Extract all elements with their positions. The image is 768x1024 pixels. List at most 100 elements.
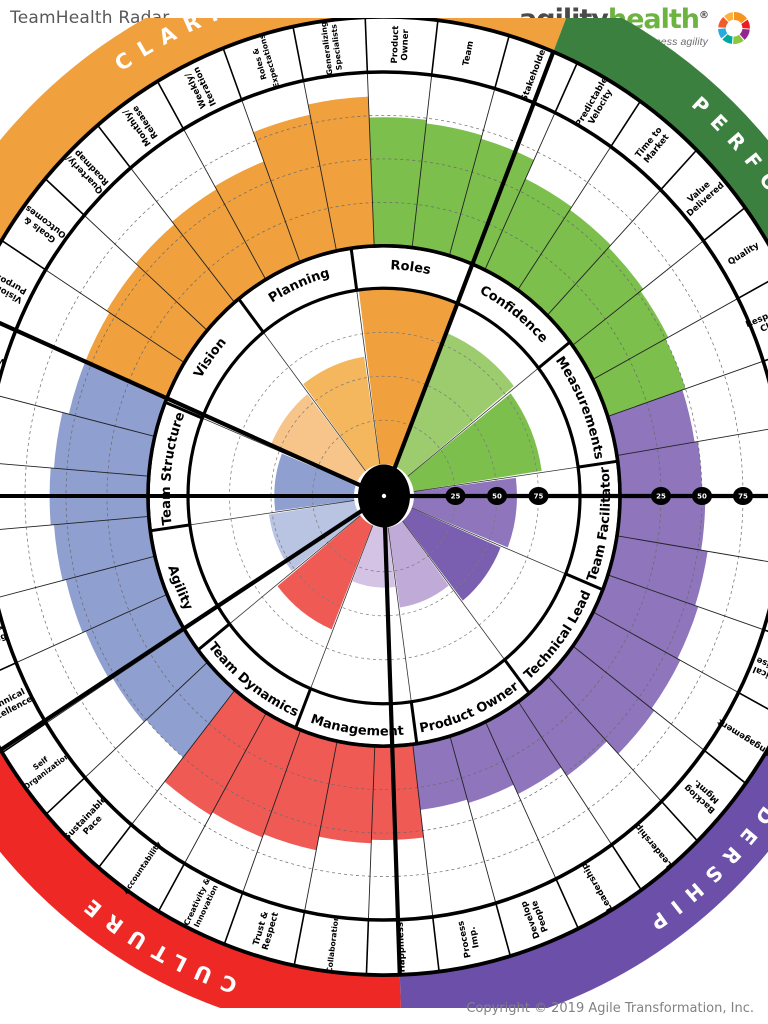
sector-divider [303, 80, 337, 252]
sector-divider [546, 189, 662, 316]
scale-tick-label: 75 [738, 493, 748, 501]
sector-divider [189, 500, 355, 526]
sector-divider [0, 395, 155, 437]
inner-value-measurements [407, 393, 542, 492]
center-dot-icon [381, 493, 387, 499]
sector-divider [411, 74, 433, 248]
outer-value-response-to-change [592, 338, 686, 417]
sector-divider [84, 661, 208, 778]
sector-divider [356, 290, 381, 465]
sector-divider [16, 593, 168, 664]
quadrant-separator [0, 320, 385, 498]
sector-divider [310, 525, 374, 689]
sector-divider [184, 712, 267, 864]
quadrant-separator [0, 494, 386, 752]
scale-tick-marker [733, 487, 753, 505]
outer-value-goals-outcomes [106, 265, 208, 363]
sector-divider [607, 360, 764, 417]
outer-value-self-organization [112, 629, 208, 723]
sector-divider [547, 675, 662, 802]
outer-value-impediment-mgmt- [616, 495, 706, 551]
sector-divider [304, 741, 338, 912]
sector-divider [484, 112, 556, 271]
sector-divider [387, 527, 412, 702]
outer-value-creativity-innovation [212, 712, 301, 838]
outer-value-vision-purpose [85, 312, 185, 399]
sector-divider [367, 745, 376, 920]
sector-divider [131, 689, 236, 826]
outer-value-accountability [164, 689, 267, 816]
sector-divider [607, 574, 764, 631]
outer-value-technical-expertise [593, 574, 699, 659]
outer-value-quarterly-roadmap [135, 224, 235, 331]
outer-value-monthly-release [172, 189, 266, 303]
outer-value-leadership [518, 676, 607, 777]
scale-tick-marker [692, 487, 712, 505]
outer-value-effective-facilitation [607, 389, 695, 456]
svg-text:Team: Team [461, 40, 476, 67]
sector-divider [517, 701, 613, 845]
quadrant-band-performance [553, 18, 768, 244]
outer-value-technical-excellence [85, 594, 185, 681]
outer-value-collaboration [318, 741, 375, 844]
sector-divider [242, 729, 302, 893]
outer-value-develop-people [449, 721, 514, 803]
outer-value-effective-meetings [53, 516, 155, 581]
outer-value-team [412, 123, 483, 256]
outer-value-stakeholder [449, 138, 534, 270]
sector-divider [412, 744, 434, 917]
outer-value-allocation-stability [53, 412, 155, 477]
inner-value-team-dynamics [277, 515, 373, 630]
sector-divider [263, 332, 366, 472]
copyright-notice: Copyright © 2019 Agile Transformation, I… [466, 1001, 754, 1016]
outer-value-predictable-velocity [484, 178, 572, 290]
outer-ring-values [49, 96, 708, 851]
scale-tick-label: 50 [492, 493, 502, 501]
teamhealth-radar-chart: CLARITYPERFORMANCELEADERSHIPCULTUREFOUND… [0, 18, 768, 1008]
svg-text:Product: Product [390, 25, 401, 63]
sector-divider [0, 516, 149, 530]
outer-ring-outer-boundary [0, 70, 768, 922]
sector-divider [229, 515, 361, 625]
outer-value-trust-respect [263, 730, 338, 851]
sector-divider [45, 269, 185, 363]
scale-tick-label: 25 [451, 493, 461, 501]
outer-value-engagement [572, 611, 681, 709]
sector-divider [592, 611, 739, 693]
scale-tick-marker [528, 487, 549, 505]
outer-value-backlog-mgmt- [547, 646, 655, 754]
outer-value-value-delivered [547, 247, 644, 346]
outer-value-leadership [485, 701, 562, 795]
svg-text:Owner: Owner [400, 28, 411, 61]
inner-value-vision [270, 394, 366, 484]
inner-value-roles [358, 288, 456, 467]
scale-tick-marker [487, 487, 507, 505]
sector-divider [366, 72, 375, 247]
sector-divider [572, 240, 704, 346]
sector-divider [83, 214, 208, 331]
registered-mark-icon: ® [699, 10, 709, 21]
quadrant-separator [381, 495, 402, 975]
page-title: TeamHealth Radar [10, 8, 170, 28]
sector-divider [407, 367, 539, 477]
outer-label: Team [461, 40, 476, 67]
outer-value-process-imp- [412, 736, 468, 810]
sector-divider [448, 88, 496, 256]
inner-value-planning [303, 356, 380, 471]
sector-divider [449, 736, 497, 904]
sector-divider [517, 146, 612, 291]
sector-divider [183, 128, 267, 280]
sector-divider [402, 520, 505, 660]
quadrant-band-leadership [399, 748, 768, 1008]
sector-divider [592, 298, 739, 380]
scale-tick-marker [445, 487, 466, 505]
inner-value-technical-lead [402, 508, 501, 601]
sector-divider [485, 721, 557, 880]
outer-value-quality [572, 291, 669, 380]
outer-value-generalizing-specialists [308, 96, 375, 251]
inner-value-product-owner [388, 521, 449, 608]
sector-divider [0, 463, 149, 477]
scale-tick-label: 25 [656, 493, 666, 501]
sector-divider [616, 428, 768, 456]
quadrant-separator [382, 51, 556, 497]
